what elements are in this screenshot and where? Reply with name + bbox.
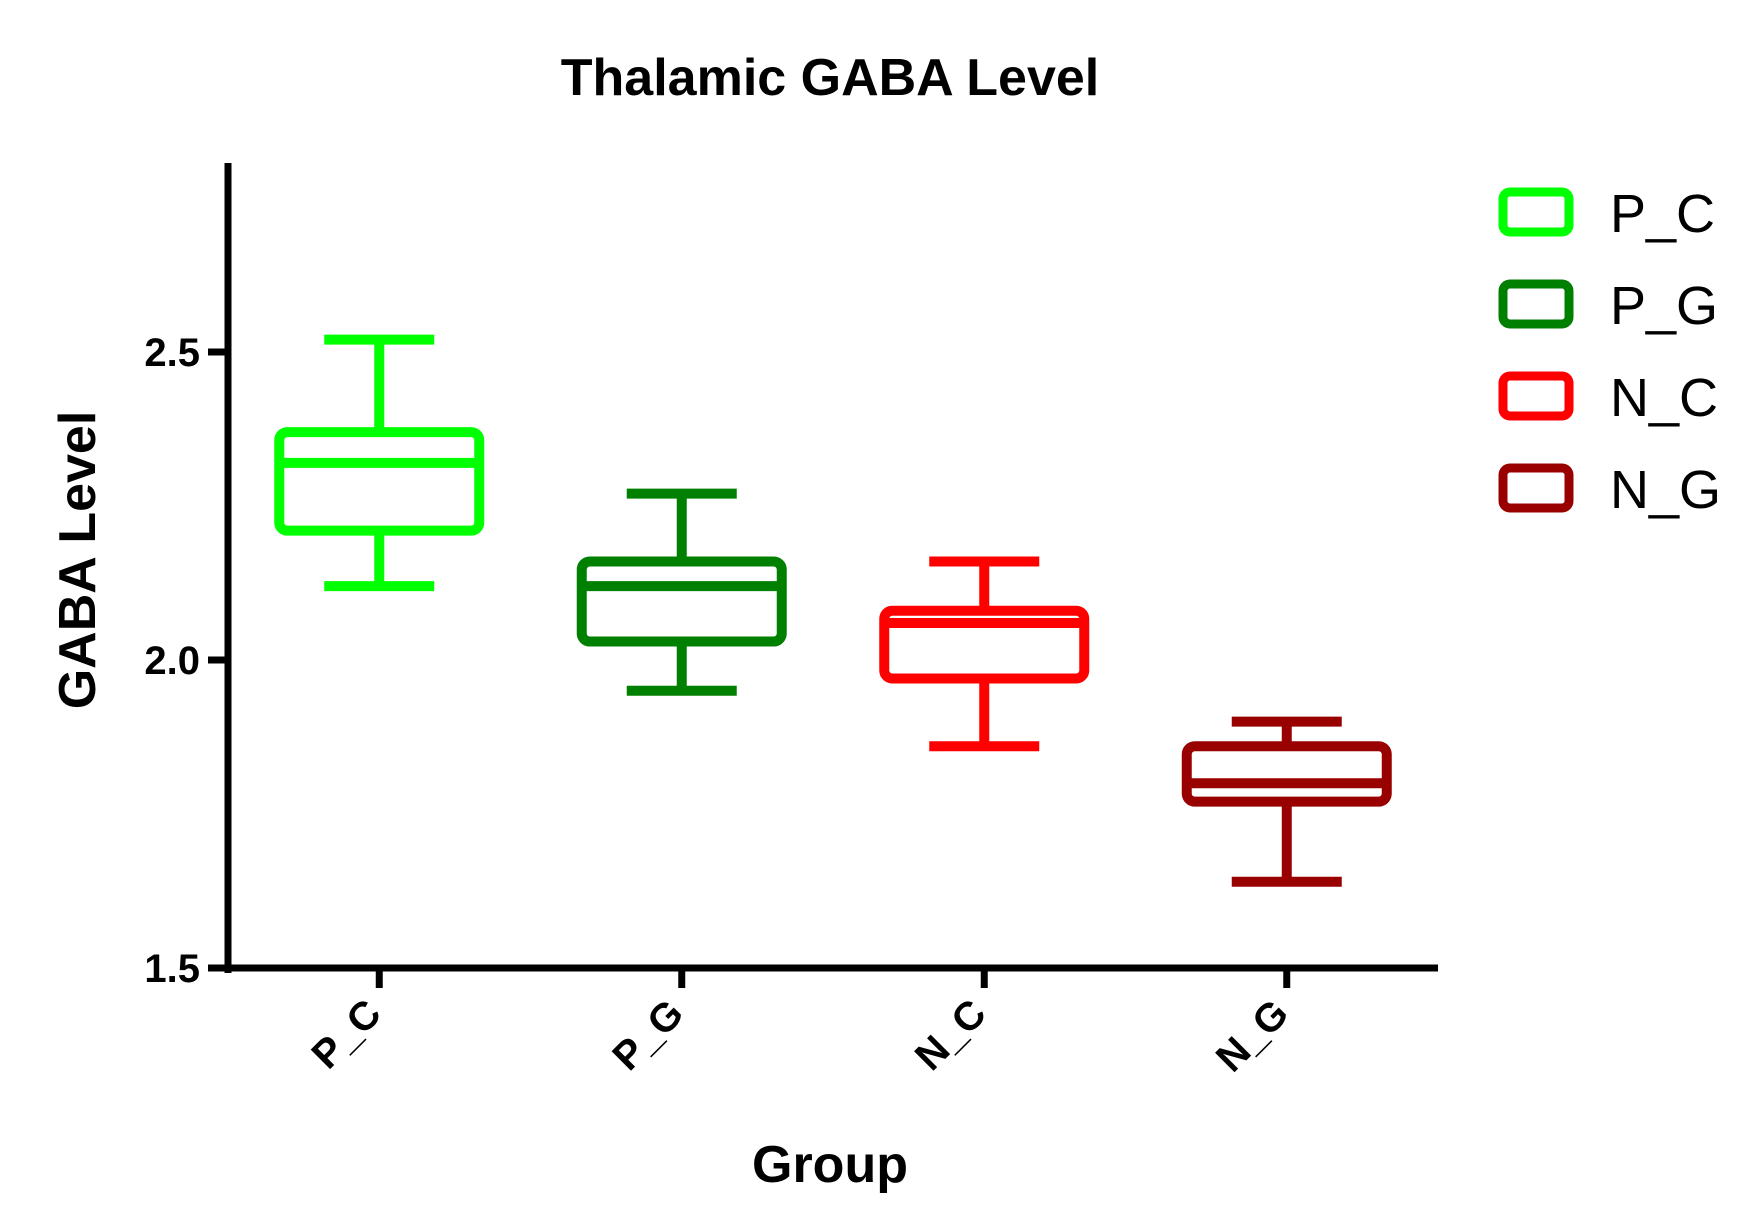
legend-item-n-c: N_C (1498, 368, 1718, 428)
legend-item-p-g: P_G (1498, 276, 1718, 336)
box-n-g (1181, 716, 1392, 887)
y-tick-label: 1.5 (144, 947, 200, 991)
x-tick-label: P_G (604, 991, 692, 1079)
box-p-g (576, 488, 787, 696)
chart-title: Thalamic GABA Level (561, 49, 1099, 107)
plot-area: 1.5 2.0 2.5 P_C P_G N_C N_G (144, 163, 1438, 1081)
legend-swatch (1498, 279, 1574, 329)
legend-item-p-c: P_C (1498, 184, 1715, 244)
legend-label: N_G (1610, 460, 1721, 520)
legend-label: P_C (1610, 184, 1715, 244)
legend-label: P_G (1610, 276, 1718, 336)
legend-label: N_C (1610, 368, 1718, 428)
legend: P_C P_G N_C N_G (1498, 184, 1721, 520)
box-n-c (879, 556, 1090, 752)
y-tick-label: 2.0 (144, 639, 200, 683)
y-axis-label: GABA Level (49, 411, 107, 710)
y-tick-label: 2.5 (144, 331, 200, 375)
legend-swatch (1498, 187, 1574, 237)
x-tick-label: N_G (1208, 991, 1297, 1080)
iqr-box (1181, 741, 1392, 807)
box-p-c (274, 334, 485, 592)
x-tick-label: N_C (907, 991, 995, 1079)
x-axis-label: Group (752, 1136, 908, 1194)
iqr-box (274, 427, 485, 536)
x-tick-label: P_C (303, 991, 389, 1077)
legend-item-n-g: N_G (1498, 460, 1721, 520)
legend-swatch (1498, 463, 1574, 513)
legend-swatch (1498, 371, 1574, 421)
iqr-box (576, 556, 787, 647)
